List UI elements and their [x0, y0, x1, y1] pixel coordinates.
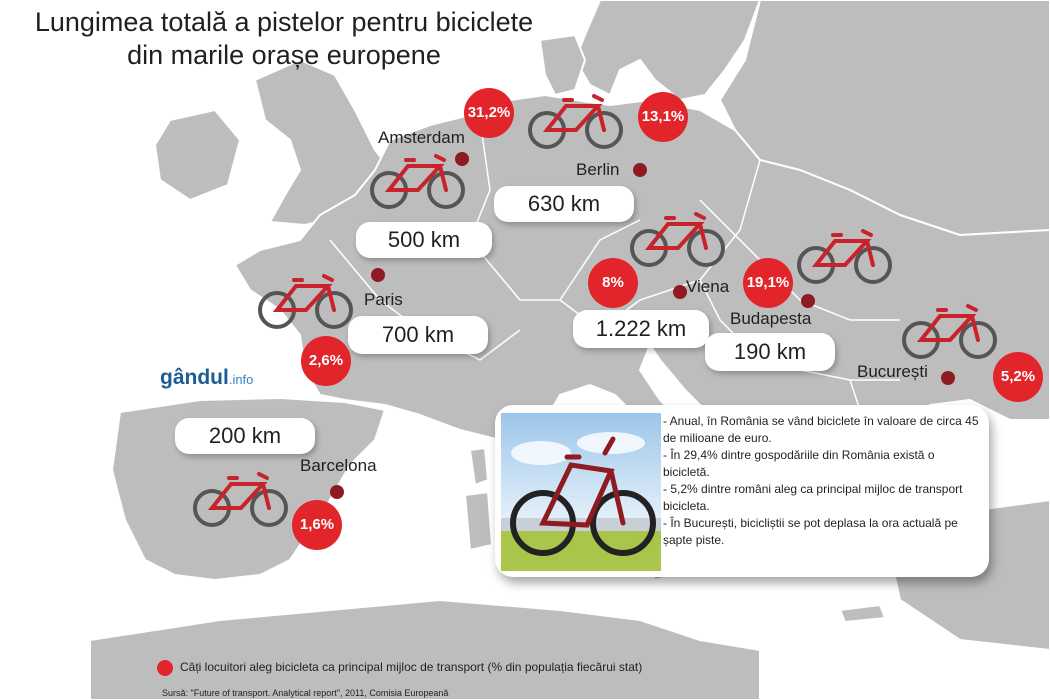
- facts-list: - Anual, în România se vând biciclete în…: [663, 413, 983, 549]
- km-box-paris: 700 km: [348, 316, 488, 354]
- share-badge-amsterdam: 31,2%: [464, 88, 514, 138]
- fact-item: - În 29,4% dintre gospodăriile din Român…: [663, 448, 935, 479]
- km-box-budapesta: 190 km: [705, 333, 835, 371]
- land-corsica: [469, 447, 489, 486]
- logo-main: gândul: [160, 366, 229, 389]
- fact-item: - Anual, în România se vând biciclete în…: [663, 414, 979, 445]
- source-note: Sursă: "Future of transport. Analytical …: [162, 688, 449, 698]
- city-label-barcelona: Barcelona: [300, 456, 377, 475]
- bicycle-icon: [370, 154, 465, 209]
- share-badge-paris: 2,6%: [301, 336, 351, 386]
- share-badge-budapesta: 19,1%: [743, 258, 793, 308]
- bicycle-icon: [902, 304, 997, 359]
- land-denmark: [539, 34, 586, 96]
- city-label-budapesta: Budapesta: [730, 309, 812, 328]
- fact-item: - 5,2% dintre români aleg ca principal m…: [663, 482, 963, 513]
- share-badge-viena: 8%: [588, 258, 638, 308]
- facts-panel: - Anual, în România se vând biciclete în…: [495, 405, 989, 577]
- city-marker-barcelona: [330, 485, 344, 499]
- bicycle-icon: [193, 472, 288, 527]
- map-title: Lungimea totală a pistelor pentru bicicl…: [4, 6, 564, 72]
- fact-item: - În București, bicicliștii se pot depla…: [663, 516, 958, 547]
- land-crete: [839, 604, 886, 623]
- land-north-africa: [89, 599, 761, 700]
- bicycle-icon: [258, 274, 353, 329]
- title-line-2: din marile orașe europene: [127, 40, 441, 70]
- share-badge-berlin: 13,1%: [638, 92, 688, 142]
- km-box-viena: 1.222 km: [573, 310, 709, 348]
- city-marker-amsterdam: [455, 152, 469, 166]
- legend-marker: [157, 660, 173, 676]
- bicycle-photo: [501, 413, 661, 571]
- logo-suffix: .info: [228, 372, 254, 387]
- city-marker-bucuresti: [941, 371, 955, 385]
- city-marker-budapesta: [801, 294, 815, 308]
- bicycle-icon: [797, 229, 892, 284]
- gandul-logo: gândul.info: [160, 366, 253, 390]
- share-badge-bucuresti: 5,2%: [993, 352, 1043, 402]
- city-label-amsterdam: Amsterdam: [378, 128, 465, 147]
- city-label-paris: Paris: [364, 290, 403, 309]
- km-box-amsterdam: 500 km: [356, 222, 492, 258]
- city-marker-berlin: [633, 163, 647, 177]
- km-box-berlin: 630 km: [494, 186, 634, 222]
- share-badge-barcelona: 1,6%: [292, 500, 342, 550]
- city-marker-viena: [673, 285, 687, 299]
- city-label-viena: Viena: [686, 277, 730, 296]
- legend-text: Câți locuitori aleg bicicleta ca princip…: [180, 660, 643, 674]
- land-ireland: [154, 109, 241, 201]
- city-label-bucuresti: București: [857, 362, 928, 381]
- km-box-barcelona: 200 km: [175, 418, 315, 454]
- city-marker-paris: [371, 268, 385, 282]
- land-sardinia: [464, 491, 493, 551]
- title-line-1: Lungimea totală a pistelor pentru bicicl…: [34, 7, 534, 37]
- bicycle-icon: [630, 212, 725, 267]
- city-label-berlin: Berlin: [576, 160, 620, 179]
- bicycle-icon: [528, 94, 623, 149]
